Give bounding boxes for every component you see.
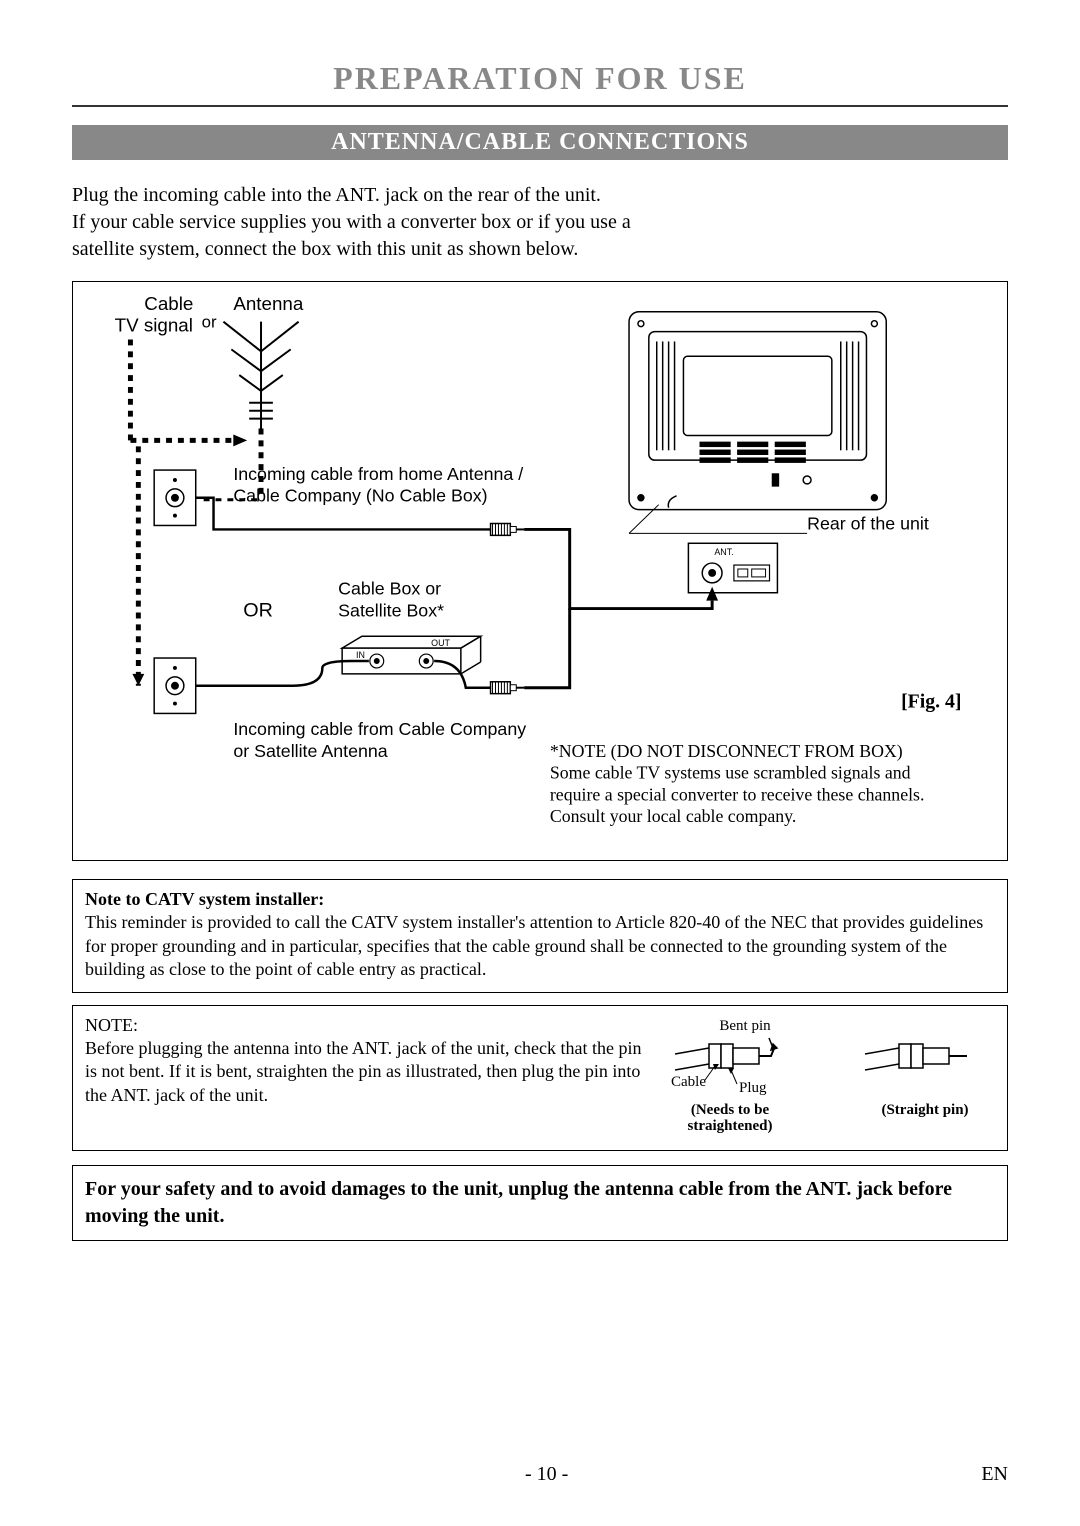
coax-plug-icon [491,682,525,694]
cable-box-label: Satellite Box* [338,600,444,620]
figure-label: [Fig. 4] [901,691,961,713]
catv-heading: Note to CATV system installer: [85,889,324,909]
pin-note-box: NOTE: Before plugging the antenna into t… [72,1005,1008,1151]
antenna-label: Antenna [233,293,304,314]
cable-label: Cable [671,1074,706,1090]
intro-line: If your cable service supplies you with … [72,209,1008,236]
intro-line: satellite system, connect the box with t… [72,236,1008,263]
antenna-icon [223,322,298,429]
section-bar: ANTENNA/CABLE CONNECTIONS [72,125,1008,160]
arrow-icon [132,674,144,686]
pin-body: Before plugging the antenna into the ANT… [85,1038,642,1105]
incoming-1-label: Incoming cable from home Antenna / [233,464,523,484]
incoming-2-label: Incoming cable from Cable Company [233,719,526,739]
needs-label: (Needs to be [691,1102,770,1118]
bent-pin-label: Bent pin [719,1018,771,1034]
cable-label: Cable [144,293,193,314]
page-title: PREPARATION FOR USE [72,60,1008,107]
needs-label: straightened) [688,1118,773,1134]
connection-diagram: Cable TV signal or Antenna [72,281,1008,861]
intro-line: Plug the incoming cable into the ANT. ja… [72,182,1008,209]
tv-signal-label: TV signal [115,315,193,336]
coax-plug-icon [491,523,525,535]
cable-box-label: Cable Box or [338,579,441,599]
lang-code: EN [981,1463,1008,1486]
straight-plug-icon [865,1044,967,1070]
page-number: - 10 - [112,1463,981,1486]
page-footer: - 10 - EN [72,1463,1008,1486]
in-label: IN [356,650,365,660]
svg-text:ANT.: ANT. [714,547,733,557]
tv-rear-icon [629,312,886,510]
intro-text: Plug the incoming cable into the ANT. ja… [72,182,1008,263]
catv-note-box: Note to CATV system installer: This remi… [72,879,1008,993]
plug-label: Plug [739,1080,767,1096]
ant-panel-icon: ANT. [688,543,777,592]
out-label: OUT [431,638,450,648]
diagram-note: Some cable TV systems use scrambled sign… [550,763,911,783]
diagram-note: *NOTE (DO NOT DISCONNECT FROM BOX) [550,741,903,762]
incoming-2-label: or Satellite Antenna [233,741,387,761]
or-label-small: or [202,313,217,332]
or-label-big: OR [243,599,273,621]
wall-plate-2-icon [154,658,196,713]
straight-pin-label: (Straight pin) [881,1102,968,1118]
wall-plate-1-icon [154,470,196,525]
catv-body: This reminder is provided to call the CA… [85,912,983,979]
diagram-note: require a special converter to receive t… [550,784,925,804]
pin-heading: NOTE: [85,1015,138,1035]
connection-line-icon [524,529,712,608]
arrow-icon [233,434,247,446]
bent-plug-icon [675,1038,777,1070]
safety-warning-box: For your safety and to avoid damages to … [72,1165,1008,1241]
safety-text: For your safety and to avoid damages to … [85,1178,952,1227]
incoming-1-label: Cable Company (No Cable Box) [233,486,487,506]
connection-line-icon [524,609,570,688]
rear-label: Rear of the unit [807,513,929,533]
diagram-note: Consult your local cable company. [550,806,796,826]
